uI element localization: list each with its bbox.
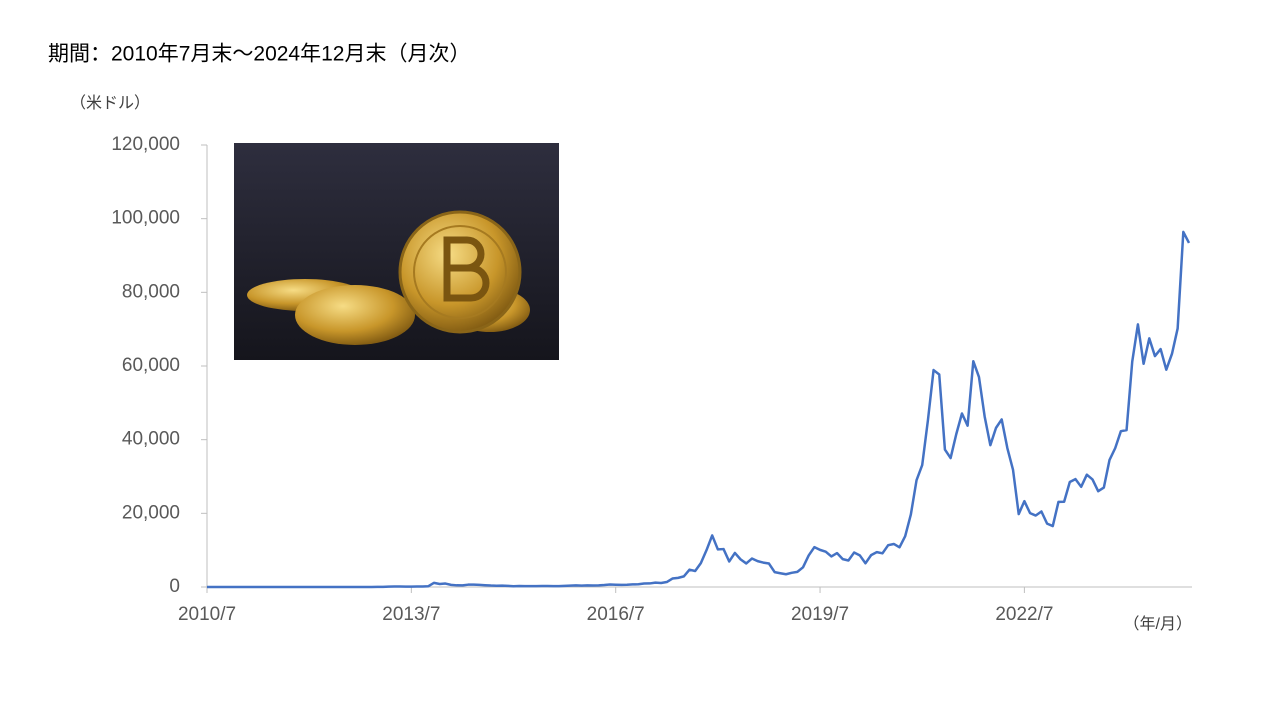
coin-ring <box>413 225 507 319</box>
y-tick-label: 0 <box>169 576 180 597</box>
y-tick-label: 120,000 <box>111 134 180 155</box>
chart-title: 期間：2010年7月末～2024年12月末（月次） <box>48 43 470 66</box>
y-axis-label: （米ドル） <box>70 94 150 112</box>
coin-symbol <box>443 236 490 302</box>
y-tick-label: 60,000 <box>122 355 180 376</box>
photo <box>234 143 559 360</box>
x-tick-label: 2016/7 <box>587 604 645 625</box>
x-axis-label: （年/月） <box>1124 615 1192 633</box>
y-tick-label: 100,000 <box>111 208 180 229</box>
x-tick-label: 2019/7 <box>791 604 849 625</box>
y-tick-label: 80,000 <box>122 281 180 302</box>
x-tick-label: 2010/7 <box>178 604 236 625</box>
coin <box>398 210 522 334</box>
x-tick-label: 2013/7 <box>382 604 440 625</box>
y-tick-label: 40,000 <box>122 429 180 450</box>
x-tick-label: 2022/7 <box>995 604 1053 625</box>
coin <box>295 285 415 345</box>
y-tick-label: 20,000 <box>122 502 180 523</box>
data-line <box>207 230 1191 589</box>
